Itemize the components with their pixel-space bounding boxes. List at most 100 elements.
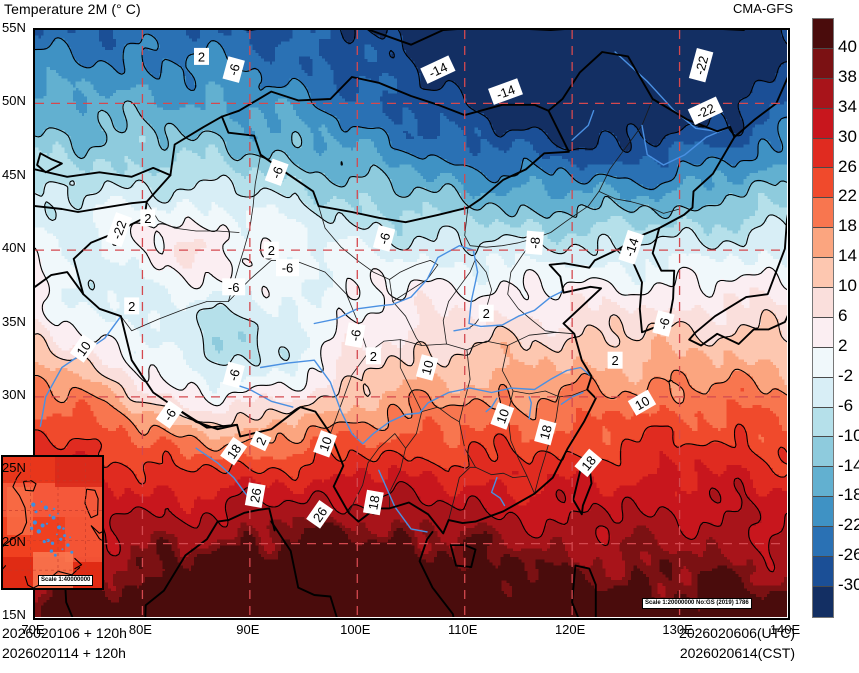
contour-label: -6 bbox=[344, 322, 366, 349]
svg-text:2: 2 bbox=[483, 306, 490, 321]
svg-text:18: 18 bbox=[224, 441, 245, 461]
svg-text:-22: -22 bbox=[694, 100, 717, 122]
temperature-map[interactable]: 2 -6 -14 -14 -22 -22 -6 2 -22 -6 -14 -8 2 -6 -6 2 -6 2 -6 1… bbox=[33, 28, 790, 620]
svg-text:-14: -14 bbox=[494, 82, 517, 103]
inset-scale-label: Scale 1:40000000 bbox=[38, 575, 94, 586]
footer-valid-cst: 2026020614(CST) bbox=[679, 645, 795, 661]
colorbar-band bbox=[813, 78, 833, 109]
svg-text:-6: -6 bbox=[376, 231, 393, 246]
contour-label: 10 bbox=[415, 354, 439, 381]
lon-tick-80E: 80E bbox=[128, 622, 152, 637]
contour-label: -6 bbox=[222, 361, 245, 389]
colorbar-band bbox=[813, 288, 833, 318]
lon-tick-90E: 90E bbox=[236, 622, 260, 637]
contour-label: -6 bbox=[652, 310, 675, 337]
svg-text:-6: -6 bbox=[282, 261, 294, 276]
contour-label: -6 bbox=[155, 400, 183, 429]
svg-text:2: 2 bbox=[370, 349, 377, 364]
lat-tick-40N: 40N bbox=[2, 240, 26, 256]
inset-map-south-china-sea[interactable] bbox=[1, 455, 104, 590]
lat-tick-30N: 30N bbox=[2, 386, 26, 402]
temperature-bands bbox=[35, 30, 787, 617]
colorbar-tick--18: -18 bbox=[838, 485, 859, 505]
inset-canvas bbox=[3, 457, 102, 588]
colorbar-tick-10: 10 bbox=[838, 276, 857, 296]
svg-text:10: 10 bbox=[418, 359, 436, 377]
svg-text:10: 10 bbox=[316, 435, 335, 454]
colorbar-band bbox=[813, 377, 833, 408]
svg-text:-8: -8 bbox=[527, 236, 543, 249]
contour-label: 10 bbox=[313, 430, 338, 458]
contour-label: 18 bbox=[534, 418, 557, 446]
footer-valid-utc-init: 2026020106 + 120h bbox=[2, 625, 127, 641]
svg-text:26: 26 bbox=[247, 487, 264, 504]
colorbar-band bbox=[813, 407, 833, 438]
svg-text:2: 2 bbox=[198, 49, 205, 64]
colorbar-band bbox=[813, 557, 833, 587]
lat-tick-25N: 25N bbox=[2, 460, 26, 476]
colorbar-tick--10: -10 bbox=[838, 425, 859, 445]
svg-text:10: 10 bbox=[493, 407, 512, 426]
colorbar-band bbox=[813, 198, 833, 229]
colorbar-band bbox=[813, 347, 833, 378]
svg-text:10: 10 bbox=[632, 393, 652, 413]
lon-tick-70E: 70E bbox=[21, 622, 45, 637]
graticule bbox=[35, 30, 787, 617]
colorbar-tick--14: -14 bbox=[838, 455, 859, 475]
colorbar-tick-34: 34 bbox=[838, 96, 857, 116]
contour-label: -14 bbox=[488, 78, 523, 105]
contour-label: -22 bbox=[687, 96, 724, 125]
lon-tick-140E: 140E bbox=[769, 622, 801, 637]
colorbar-tick-38: 38 bbox=[838, 66, 857, 86]
colorbar-tick-14: 14 bbox=[838, 246, 857, 266]
lat-tick-45N: 45N bbox=[2, 166, 26, 182]
lon-tick-130E: 130E bbox=[662, 622, 693, 637]
page-title: Temperature 2M (° C) bbox=[4, 1, 141, 17]
colorbar-band bbox=[813, 228, 833, 259]
colorbar-tick-30: 30 bbox=[838, 126, 857, 146]
lat-tick-20N: 20N bbox=[2, 533, 26, 549]
svg-text:2: 2 bbox=[128, 299, 135, 314]
model-label: CMA-GFS bbox=[733, 1, 793, 16]
lon-tick-100E: 100E bbox=[340, 622, 371, 637]
colorbar-band bbox=[813, 527, 833, 558]
svg-text:2: 2 bbox=[144, 211, 151, 226]
contour-label: 18 bbox=[574, 448, 603, 478]
colorbar-band bbox=[813, 437, 833, 468]
contour-label: -14 bbox=[618, 229, 645, 265]
lat-tick-35N: 35N bbox=[2, 313, 26, 329]
temperature-colorbar[interactable] bbox=[812, 18, 834, 618]
contour-label: -6 bbox=[222, 56, 245, 83]
colorbar-tick-26: 26 bbox=[838, 156, 857, 176]
colorbar-band bbox=[813, 258, 833, 289]
colorbar-tick--6: -6 bbox=[838, 395, 854, 415]
colorbar-tick--2: -2 bbox=[838, 365, 854, 385]
contour-label: 2 bbox=[194, 47, 209, 65]
svg-text:18: 18 bbox=[365, 494, 382, 511]
contour-label: 2 bbox=[607, 351, 623, 369]
contour-label: 2 bbox=[478, 304, 494, 322]
province-boundaries bbox=[120, 98, 680, 521]
coastlines-borders bbox=[35, 30, 787, 617]
svg-text:2: 2 bbox=[268, 243, 275, 258]
svg-text:-14: -14 bbox=[426, 59, 449, 81]
svg-text:26: 26 bbox=[310, 504, 331, 524]
lon-tick-110E: 110E bbox=[448, 622, 478, 637]
contour-label: -6 bbox=[222, 278, 246, 296]
colorbar-tick-2: 2 bbox=[838, 335, 848, 355]
colorbar-tick-18: 18 bbox=[838, 216, 857, 236]
contour-label: 2 bbox=[263, 241, 279, 259]
colorbar-band bbox=[813, 168, 833, 199]
footer-valid-cst-init: 2026020114 + 120h bbox=[2, 645, 126, 661]
colorbar-band bbox=[813, 48, 833, 79]
colorbar-tick--26: -26 bbox=[838, 545, 859, 565]
colorbar-tick-40: 40 bbox=[838, 36, 857, 56]
contour-label: -6 bbox=[264, 158, 289, 187]
svg-text:-6: -6 bbox=[347, 328, 364, 342]
colorbar-tick--22: -22 bbox=[838, 515, 859, 535]
colorbar-band bbox=[813, 138, 833, 169]
svg-text:2: 2 bbox=[611, 353, 618, 368]
colorbar-band bbox=[813, 586, 833, 617]
contour-label: 10 bbox=[627, 389, 657, 416]
svg-text:-6: -6 bbox=[268, 164, 286, 180]
